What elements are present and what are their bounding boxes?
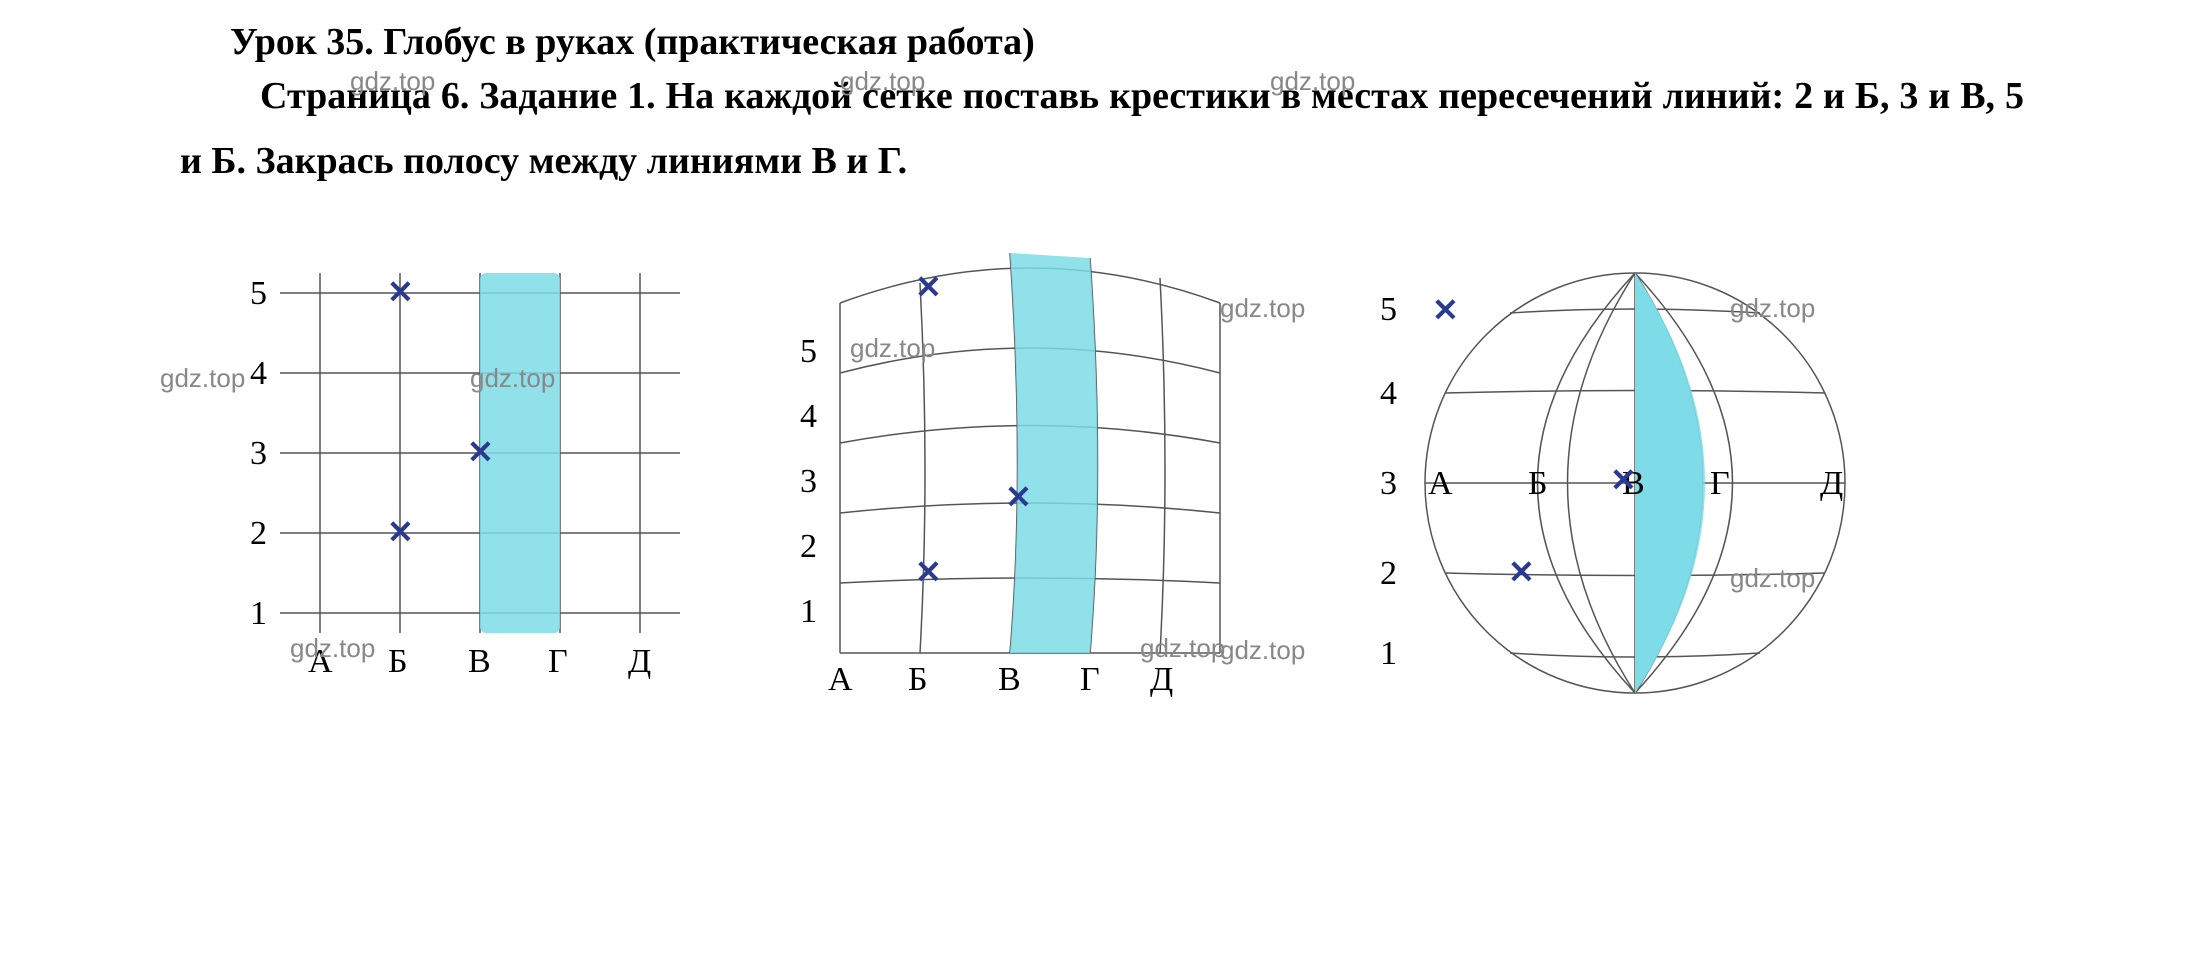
watermark: gdz.top [1270,66,1355,97]
lesson-title: Урок 35. Глобус в руках (практическая ра… [230,20,2024,64]
grid1-x-label: Д [628,643,651,681]
grid3-x-label: Б [1528,465,1548,503]
grid3-x-label: Д [1820,465,1843,503]
grid1-y-label: 1 [250,595,267,633]
grid3-y-label: 3 [1380,465,1397,503]
grids-container: 5 4 3 2 1 А Б В Г Д ✕ ✕ ✕ gdz.top gdz.to… [180,233,2024,773]
grid2-x-label: В [998,661,1021,699]
grid1-cross: ✕ [387,273,414,311]
grid1-y-label: 4 [250,355,267,393]
grid2-cross: ✕ [915,553,942,591]
grid3-y-label: 4 [1380,375,1397,413]
grid2-x-label: А [828,661,853,699]
grid3-x-label: А [1428,465,1453,503]
watermark: gdz.top [850,333,935,364]
grid3-cross: ✕ [1610,461,1637,499]
grid3-cross: ✕ [1432,291,1459,329]
watermark: gdz.top [1730,293,1815,324]
grid2-y-label: 5 [800,333,817,371]
watermark: gdz.top [470,363,555,394]
grid2-cross: ✕ [915,268,942,306]
grid2-cross: ✕ [1005,478,1032,516]
watermark: gdz.top [840,66,925,97]
grid1-cross: ✕ [467,433,494,471]
grid-curved: 5 4 3 2 1 А Б В Г Д ✕ ✕ ✕ gdz.top gdz.to… [780,233,1280,733]
grid2-y-label: 1 [800,593,817,631]
grid1-y-label: 2 [250,515,267,553]
watermark: gdz.top [160,363,245,394]
grid1-y-label: 5 [250,275,267,313]
grid2-x-label: Д [1150,661,1173,699]
grid3-cross: ✕ [1508,553,1535,591]
grid1-y-label: 3 [250,435,267,473]
grid2-y-label: 4 [800,398,817,436]
grid-rectangular: 5 4 3 2 1 А Б В Г Д ✕ ✕ ✕ gdz.top gdz.to… [220,233,720,733]
grid2-x-label: Б [908,661,928,699]
grid3-y-label: 1 [1380,635,1397,673]
grid2-y-label: 3 [800,463,817,501]
watermark: gdz.top [350,66,435,97]
task-description: Страница 6. Задание 1. На каждой сетке п… [180,64,2024,193]
grid1-x-label: Г [548,643,568,681]
grid3-y-label: 5 [1380,291,1397,329]
grid2-x-label: Г [1080,661,1100,699]
grid-spherical: 5 4 3 2 1 А Б В Г Д ✕ ✕ ✕ gdz.top gdz.to… [1360,233,1910,733]
grid1-x-label: В [468,643,491,681]
watermark: gdz.top [1730,563,1815,594]
grid3-y-label: 2 [1380,555,1397,593]
grid2-y-label: 2 [800,528,817,566]
watermark: gdz.top [1140,633,1225,664]
grid1-x-label: Б [388,643,408,681]
grid1-cross: ✕ [387,513,414,551]
watermark: gdz.top [290,633,375,664]
watermark: gdz.top [1220,293,1305,324]
grid3-x-label: Г [1710,465,1730,503]
header: Урок 35. Глобус в руках (практическая ра… [180,20,2024,193]
watermark: gdz.top [1220,635,1305,666]
